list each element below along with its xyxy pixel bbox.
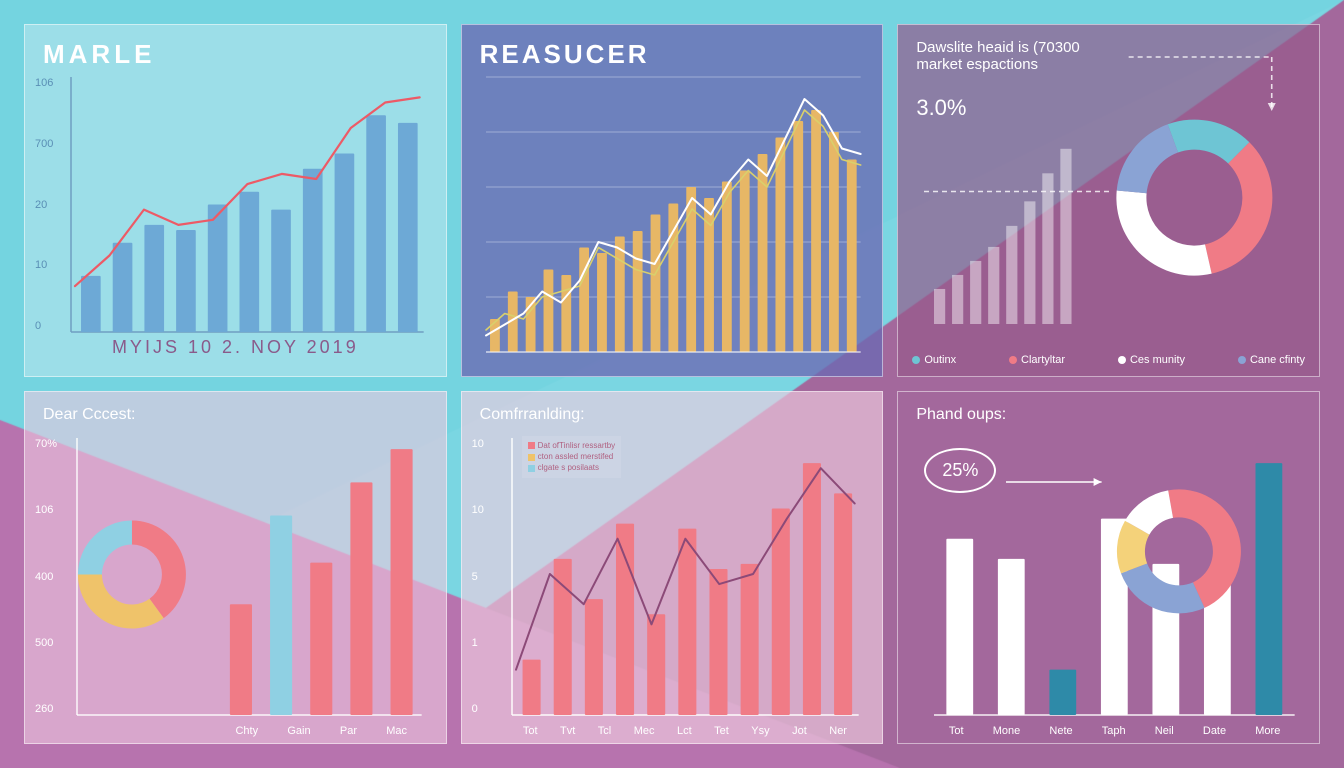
- panel1-ylabels: 10670020100: [35, 77, 53, 332]
- panel4-chart: [43, 430, 430, 719]
- panel5-ylabels: 1010510: [472, 438, 484, 715]
- panel1-title: MARLE: [43, 39, 428, 70]
- panel-marle: MARLE 10670020100 MYIJS 10 2. NOY 2019: [24, 24, 447, 377]
- panel1-subdate: MYIJS 10 2. NOY 2019: [25, 337, 446, 358]
- panel4-ylabels: 70%106400500260: [35, 438, 57, 715]
- panel-dear: Dear Cccest: 70%106400500260 ChtyGainPar…: [24, 391, 447, 744]
- panel6-chart: [916, 430, 1303, 719]
- panel3-legend: OutinxClartyltarCes munityCane cfinty: [912, 354, 1305, 366]
- panel-reasucer: REASUCER: [461, 24, 884, 377]
- panel6-title: Phand oups:: [916, 406, 1301, 424]
- dashboard-grid: MARLE 10670020100 MYIJS 10 2. NOY 2019 R…: [0, 0, 1344, 768]
- panel4-title: Dear Cccest:: [43, 406, 428, 424]
- panel2-title: REASUCER: [480, 39, 865, 70]
- panel-phand: Phand oups: 25% TotMoneNeteTaphNeilDateM…: [897, 391, 1320, 744]
- panel5-xlabels: TotTvtTclMecLctTetYsyJotNer: [512, 725, 859, 737]
- panel5-chart: [480, 430, 867, 719]
- panel4-xlabels: ChtyGainParMac: [221, 725, 422, 737]
- panel5-title: Comfrranlding:: [480, 406, 865, 424]
- panel6-xlabels: TotMoneNeteTaphNeilDateMore: [934, 725, 1295, 737]
- panel1-chart: [43, 71, 430, 338]
- panel3-chart: [916, 39, 1303, 344]
- panel-market: Dawslite heaid is (70300 market espactio…: [897, 24, 1320, 377]
- panel-comfr: Comfrranlding: Dat ofTinlisr ressartbyct…: [461, 391, 884, 744]
- panel2-chart: [480, 71, 867, 362]
